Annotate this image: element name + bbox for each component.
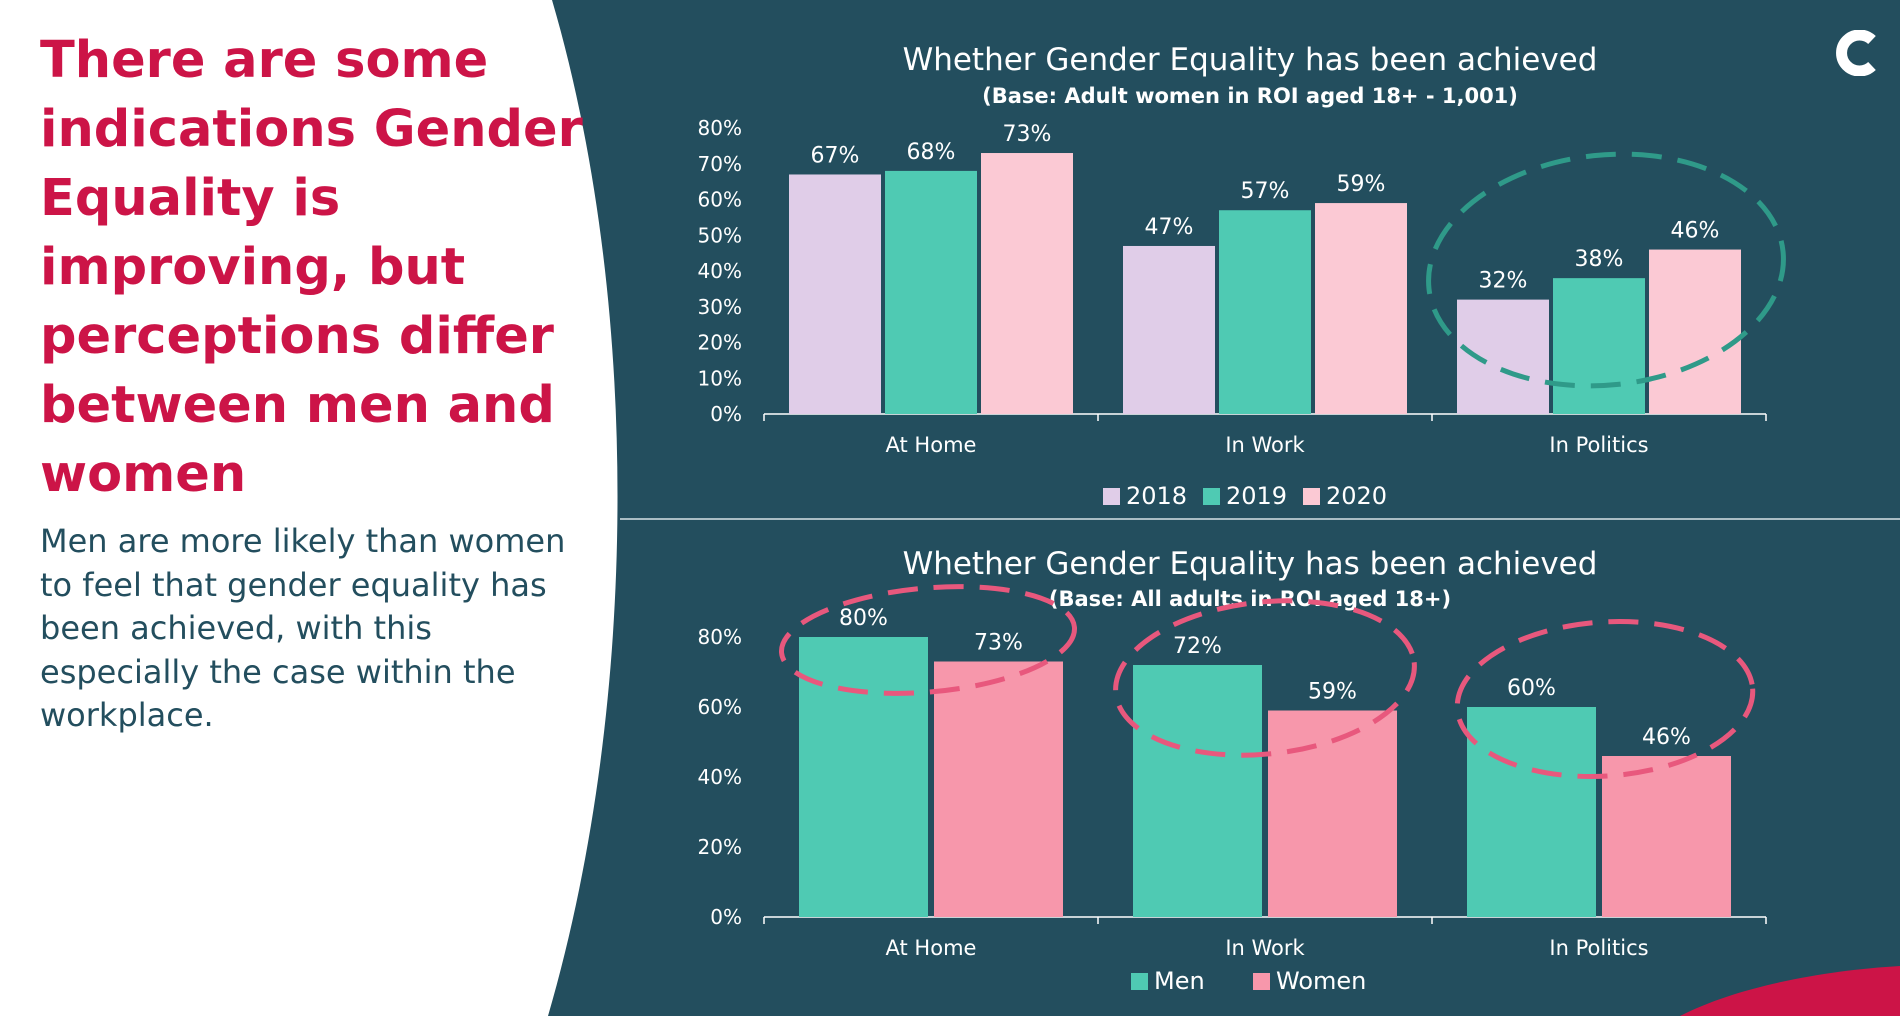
bottom-bar-men-0 [799, 637, 928, 917]
slide-headline: There are some indications Gender Equali… [40, 31, 583, 504]
bottom-category-label: At Home [886, 936, 977, 960]
bottom-bar-men-2 [1467, 707, 1596, 917]
top-data-label: 67% [811, 143, 860, 168]
c-logo-icon [1836, 30, 1876, 76]
top-highlight-ellipse [1426, 151, 1786, 389]
top-legend-label: 2020 [1326, 482, 1387, 510]
bottom-bar-women-1 [1268, 710, 1397, 917]
top-data-label: 32% [1479, 269, 1528, 294]
top-bar-2020-2 [1649, 249, 1741, 414]
top-data-label: 38% [1575, 247, 1624, 272]
top-bar-2019-2 [1553, 278, 1645, 414]
bottom-bar-women-2 [1602, 756, 1731, 917]
top-category-label: At Home [886, 433, 977, 457]
bottom-legend-swatch [1131, 973, 1148, 990]
top-data-label: 47% [1145, 215, 1194, 240]
top-y-tick-label: 0% [710, 402, 742, 426]
top-data-label: 68% [907, 140, 956, 165]
top-y-tick-label: 60% [698, 188, 742, 212]
top-category-label: In Politics [1549, 433, 1648, 457]
bottom-data-label: 59% [1308, 680, 1357, 705]
top-bar-2019-0 [885, 170, 977, 414]
top-bar-2020-1 [1315, 203, 1407, 414]
bottom-chart-title: Whether Gender Equality has been achieve… [903, 546, 1598, 582]
top-legend-label: 2018 [1126, 482, 1187, 510]
bottom-legend-label: Men [1154, 967, 1205, 995]
top-y-tick-label: 50% [698, 223, 742, 247]
corner-accent-shape [1680, 966, 1900, 1016]
top-data-label: 59% [1337, 172, 1386, 197]
bottom-y-tick-label: 80% [698, 625, 742, 649]
top-y-tick-label: 80% [698, 116, 742, 140]
top-bar-2018-1 [1123, 245, 1215, 414]
top-category-label: In Work [1225, 433, 1305, 457]
top-y-tick-label: 70% [698, 152, 742, 176]
top-legend-swatch [1203, 488, 1220, 505]
bottom-highlight-ellipse-home [778, 584, 1078, 696]
top-y-tick-label: 40% [698, 259, 742, 283]
top-chart-subtitle: (Base: Adult women in ROI aged 18+ - 1,0… [982, 84, 1518, 108]
bottom-category-label: In Politics [1549, 936, 1648, 960]
bottom-highlight-ellipse-politics [1454, 618, 1756, 780]
bottom-y-tick-label: 20% [698, 835, 742, 859]
bottom-y-tick-label: 40% [698, 765, 742, 789]
top-legend-swatch [1103, 488, 1120, 505]
bottom-data-label: 73% [974, 631, 1023, 656]
top-bar-2018-0 [789, 174, 881, 414]
bottom-data-label: 80% [839, 606, 888, 631]
top-y-tick-label: 30% [698, 295, 742, 319]
top-data-label: 57% [1241, 179, 1290, 204]
bottom-y-tick-label: 60% [698, 695, 742, 719]
slide-body-text: Men are more likely than women to feel t… [40, 522, 566, 734]
bottom-legend-swatch [1253, 973, 1270, 990]
bottom-bar-men-1 [1133, 665, 1262, 917]
bottom-data-label: 60% [1507, 676, 1556, 701]
top-y-tick-label: 20% [698, 331, 742, 355]
bottom-category-label: In Work [1225, 936, 1305, 960]
bottom-bar-women-0 [934, 661, 1063, 917]
top-legend-label: 2019 [1226, 482, 1287, 510]
top-data-label: 46% [1671, 219, 1720, 244]
bottom-data-label: 46% [1642, 725, 1691, 750]
top-legend-swatch [1303, 488, 1320, 505]
top-y-tick-label: 10% [698, 366, 742, 390]
bottom-y-tick-label: 0% [710, 905, 742, 929]
top-bar-2020-0 [981, 153, 1073, 414]
bottom-highlight-ellipse-work [1113, 598, 1417, 758]
bottom-legend-label: Women [1276, 967, 1366, 995]
top-data-label: 73% [1003, 122, 1052, 147]
top-chart-title: Whether Gender Equality has been achieve… [903, 42, 1598, 78]
top-bar-2019-1 [1219, 210, 1311, 414]
bottom-chart-subtitle: (Base: All adults in ROI aged 18+) [1049, 587, 1451, 611]
bottom-data-label: 72% [1173, 634, 1222, 659]
